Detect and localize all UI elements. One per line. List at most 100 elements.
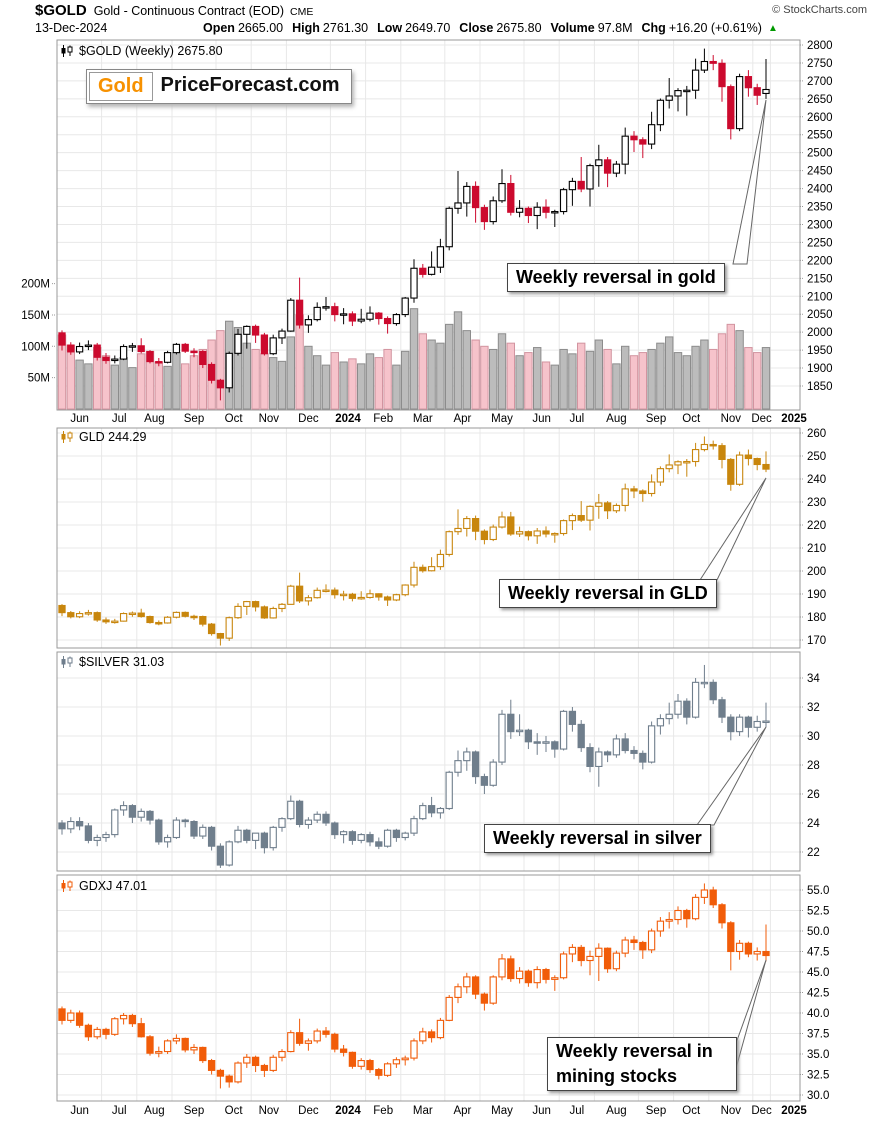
svg-text:Jul: Jul xyxy=(112,1105,127,1117)
symbol-description: Gold - Continuous Contract (EOD) xyxy=(93,4,285,18)
logo-gold-text: Gold xyxy=(89,72,153,101)
svg-text:Jun: Jun xyxy=(532,1105,551,1117)
svg-text:Nov: Nov xyxy=(259,413,280,425)
candlestick-icon xyxy=(60,880,74,892)
svg-text:28: 28 xyxy=(807,760,820,772)
panel-label-gld: GLD 244.29 xyxy=(60,430,146,444)
ticker-symbol: $GOLD xyxy=(35,2,87,19)
svg-text:220: 220 xyxy=(807,520,826,532)
svg-text:24: 24 xyxy=(807,818,820,830)
svg-text:Jul: Jul xyxy=(569,413,584,425)
svg-text:Sep: Sep xyxy=(184,413,204,425)
candlestick-icon xyxy=(60,431,74,443)
svg-text:2400: 2400 xyxy=(807,184,833,196)
svg-text:2700: 2700 xyxy=(807,76,833,88)
logo-priceforecast-text: PriceForecast.com xyxy=(160,74,340,96)
svg-text:Jun: Jun xyxy=(70,1105,89,1117)
change-up-arrow-icon: ▲ xyxy=(767,22,778,34)
panel-label-gold: $GOLD (Weekly) 2675.80 xyxy=(60,44,223,58)
svg-text:Feb: Feb xyxy=(373,413,393,425)
svg-text:Nov: Nov xyxy=(721,413,742,425)
svg-text:30: 30 xyxy=(807,731,820,743)
svg-text:45.0: 45.0 xyxy=(807,967,829,979)
svg-text:2150: 2150 xyxy=(807,273,833,285)
svg-text:240: 240 xyxy=(807,474,826,486)
svg-text:2024: 2024 xyxy=(335,413,361,425)
high-field: High 2761.30 xyxy=(292,21,369,35)
svg-text:Dec: Dec xyxy=(298,1105,319,1117)
svg-text:Dec: Dec xyxy=(751,1105,772,1117)
svg-text:Oct: Oct xyxy=(225,1105,244,1117)
svg-text:170: 170 xyxy=(807,635,826,647)
svg-text:Apr: Apr xyxy=(453,1105,471,1117)
svg-text:Sep: Sep xyxy=(646,1105,666,1117)
quote-line: Open 2665.00 High 2761.30 Low 2649.70 Close… xyxy=(203,21,778,35)
svg-text:Aug: Aug xyxy=(144,1105,164,1117)
svg-text:Oct: Oct xyxy=(682,1105,701,1117)
svg-text:30.0: 30.0 xyxy=(807,1090,829,1102)
svg-text:Aug: Aug xyxy=(606,1105,626,1117)
change-field: Chg +16.20 (+0.61%) xyxy=(641,21,762,35)
svg-text:2100: 2100 xyxy=(807,291,833,303)
svg-text:May: May xyxy=(491,413,513,425)
quote-date: 13-Dec-2024 xyxy=(35,21,108,35)
svg-text:2025: 2025 xyxy=(781,413,807,425)
svg-text:Apr: Apr xyxy=(453,413,471,425)
svg-text:100M: 100M xyxy=(21,341,50,353)
svg-text:Nov: Nov xyxy=(721,1105,742,1117)
svg-text:2600: 2600 xyxy=(807,112,833,124)
svg-text:250: 250 xyxy=(807,451,826,463)
svg-text:Jul: Jul xyxy=(569,1105,584,1117)
svg-text:Nov: Nov xyxy=(259,1105,280,1117)
annotation-gold-reversal: Weekly reversal in gold xyxy=(507,263,725,293)
svg-text:Mar: Mar xyxy=(413,1105,433,1117)
svg-text:Dec: Dec xyxy=(298,413,319,425)
svg-text:2025: 2025 xyxy=(781,1105,807,1117)
header-line1: $GOLD Gold - Continuous Contract (EOD) CME xyxy=(35,2,313,20)
goldpriceforecast-logo[interactable]: Gold PriceForecast.com xyxy=(86,69,352,104)
svg-text:May: May xyxy=(491,1105,513,1117)
svg-text:210: 210 xyxy=(807,543,826,555)
svg-text:2200: 2200 xyxy=(807,255,833,267)
volume-field: Volume 97.8M xyxy=(550,21,633,35)
svg-text:37.5: 37.5 xyxy=(807,1029,829,1041)
svg-text:2050: 2050 xyxy=(807,309,833,321)
svg-text:Jul: Jul xyxy=(112,413,127,425)
svg-text:Oct: Oct xyxy=(682,413,701,425)
svg-text:47.5: 47.5 xyxy=(807,947,829,959)
exchange-label: CME xyxy=(290,6,314,18)
svg-text:55.0: 55.0 xyxy=(807,885,829,897)
svg-text:Dec: Dec xyxy=(751,413,772,425)
panel-label-gdxj: GDXJ 47.01 xyxy=(60,879,147,893)
svg-text:260: 260 xyxy=(807,428,826,440)
svg-text:32: 32 xyxy=(807,702,820,714)
svg-text:190: 190 xyxy=(807,589,826,601)
svg-text:Sep: Sep xyxy=(646,413,666,425)
svg-text:2750: 2750 xyxy=(807,58,833,70)
svg-text:Oct: Oct xyxy=(225,413,244,425)
annotation-mining-stocks-reversal: Weekly reversal in mining stocks xyxy=(547,1037,737,1092)
panel-label-silver: $SILVER 31.03 xyxy=(60,655,164,669)
svg-text:22: 22 xyxy=(807,847,820,859)
svg-text:2450: 2450 xyxy=(807,166,833,178)
svg-text:26: 26 xyxy=(807,789,820,801)
svg-text:50M: 50M xyxy=(28,373,50,385)
svg-text:34: 34 xyxy=(807,673,820,685)
svg-text:2650: 2650 xyxy=(807,94,833,106)
svg-text:200: 200 xyxy=(807,566,826,578)
svg-text:230: 230 xyxy=(807,497,826,509)
svg-text:200M: 200M xyxy=(21,279,50,291)
svg-text:Sep: Sep xyxy=(184,1105,204,1117)
svg-text:180: 180 xyxy=(807,612,826,624)
low-field: Low 2649.70 xyxy=(377,21,451,35)
svg-text:2000: 2000 xyxy=(807,327,833,339)
svg-text:35.0: 35.0 xyxy=(807,1049,829,1061)
svg-text:150M: 150M xyxy=(21,310,50,322)
svg-text:32.5: 32.5 xyxy=(807,1070,829,1082)
svg-text:Mar: Mar xyxy=(413,413,433,425)
close-field: Close 2675.80 xyxy=(459,21,542,35)
annotation-gld-reversal: Weekly reversal in GLD xyxy=(499,579,717,609)
svg-text:2250: 2250 xyxy=(807,237,833,249)
